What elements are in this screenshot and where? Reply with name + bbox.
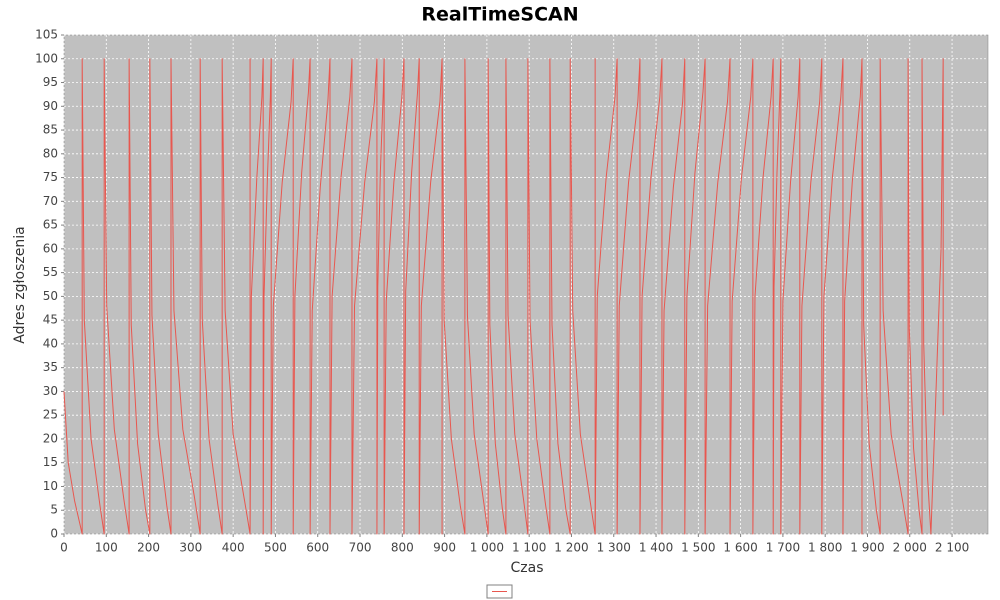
y-tick-label: 50 [43, 289, 58, 303]
y-tick-label: 70 [43, 194, 58, 208]
y-tick-label: 60 [43, 241, 58, 255]
x-tick-label: 800 [391, 541, 414, 555]
x-tick-label: 1 500 [681, 541, 715, 555]
x-tick-label: 1 900 [850, 541, 884, 555]
x-tick-label: 600 [306, 541, 329, 555]
y-tick-label: 100 [35, 51, 58, 65]
x-tick-label: 300 [179, 541, 202, 555]
y-tick-label: 80 [43, 146, 58, 160]
x-tick-label: 700 [349, 541, 372, 555]
y-tick-label: 15 [43, 455, 58, 469]
y-tick-label: 0 [50, 527, 58, 541]
legend [486, 584, 513, 599]
data-line [63, 58, 944, 535]
y-tick-label: 90 [43, 99, 58, 113]
x-tick-label: 1 800 [808, 541, 842, 555]
y-tick-label: 25 [43, 408, 58, 422]
y-tick-label: 65 [43, 218, 58, 232]
y-tick-label: 55 [43, 265, 58, 279]
y-tick-label: 85 [43, 123, 58, 137]
chart-title: RealTimeSCAN [421, 4, 578, 26]
y-axis-label: Adres zgłoszenia [12, 226, 28, 343]
x-tick-label: 100 [95, 541, 118, 555]
x-tick-label: 400 [222, 541, 245, 555]
y-tick-label: 10 [43, 479, 58, 493]
y-tick-label: 45 [43, 313, 58, 327]
y-tick-label: 5 [50, 503, 58, 517]
x-tick-label: 0 [60, 541, 68, 555]
x-tick-label: 900 [433, 541, 456, 555]
y-tick-label: 105 [35, 28, 58, 42]
y-tick-label: 40 [43, 336, 58, 350]
grid [63, 34, 988, 535]
x-tick-label: 1 100 [512, 541, 546, 555]
x-tick-label: 1 000 [470, 541, 504, 555]
x-tick-label: 500 [264, 541, 287, 555]
x-tick-label: 1 400 [639, 541, 673, 555]
y-tick-label: 20 [43, 431, 58, 445]
x-tick-label: 2 000 [893, 541, 927, 555]
x-tick-label: 1 600 [723, 541, 757, 555]
x-tick-label: 2 100 [935, 541, 969, 555]
y-tick-label: 35 [43, 360, 58, 374]
plot-area [63, 34, 989, 535]
x-tick-label: 1 700 [766, 541, 800, 555]
x-axis-label: Czas [511, 560, 544, 576]
x-tick-label: 1 200 [554, 541, 588, 555]
x-tick-label: 1 300 [597, 541, 631, 555]
y-tick-label: 95 [43, 75, 58, 89]
y-tick-label: 75 [43, 170, 58, 184]
x-tick-label: 200 [137, 541, 160, 555]
y-tick-label: 30 [43, 384, 58, 398]
